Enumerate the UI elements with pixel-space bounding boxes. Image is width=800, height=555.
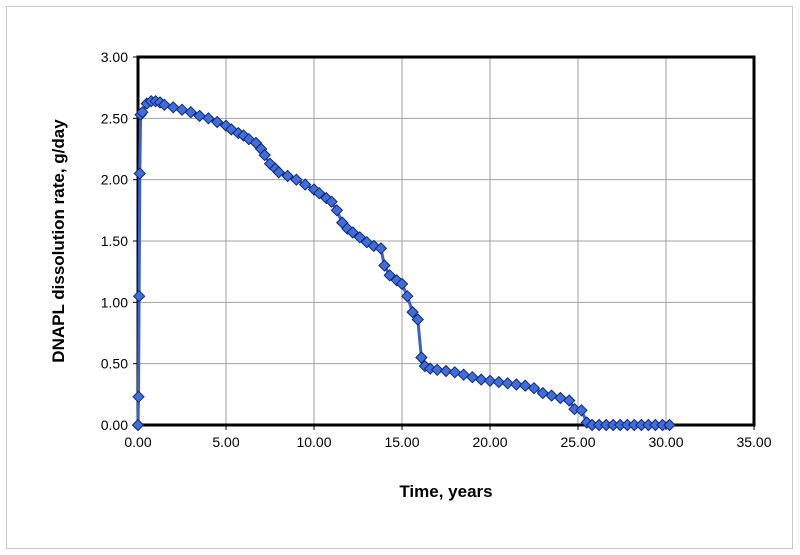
x-tick-label: 20.00 xyxy=(472,434,507,450)
data-point-marker xyxy=(501,377,514,390)
data-point-marker xyxy=(448,366,462,379)
data-point-marker xyxy=(466,370,479,384)
data-point-marker xyxy=(492,375,506,389)
y-tick-label: 1.50 xyxy=(101,233,128,249)
x-tick-label: 30.00 xyxy=(648,434,683,450)
y-tick-label: 1.00 xyxy=(101,294,128,310)
data-point-marker xyxy=(415,351,428,364)
data-point-marker xyxy=(175,103,189,116)
x-tick-label: 15.00 xyxy=(384,434,419,450)
data-point-marker xyxy=(258,148,271,162)
data-point-marker xyxy=(353,231,367,244)
x-tick-label: 25.00 xyxy=(560,434,595,450)
data-point-marker xyxy=(457,368,470,381)
data-point-marker xyxy=(663,418,676,432)
tick-layer: 0.00 5.00 10.00 15.00 20.00 25.00 30.00 35.00 0.… xyxy=(101,49,772,450)
y-tick-label: 2.50 xyxy=(101,110,128,126)
data-point-marker xyxy=(474,373,488,386)
series-layer xyxy=(131,94,676,432)
series-line xyxy=(136,99,670,427)
data-point-marker xyxy=(158,98,171,112)
data-point-marker xyxy=(298,178,312,191)
data-point-marker xyxy=(378,259,391,272)
x-tick-label: 0.00 xyxy=(124,434,151,450)
data-point-marker xyxy=(313,186,326,200)
data-point-marker xyxy=(395,277,409,291)
y-axis-title: DNAPL dissolution rate, g/day xyxy=(49,119,68,363)
data-point-marker xyxy=(202,112,215,125)
data-point-marker xyxy=(346,226,359,239)
x-tick-label: 35.00 xyxy=(736,434,771,450)
data-point-marker xyxy=(383,269,396,282)
data-point-marker xyxy=(483,374,497,388)
x-axis-title: Time, years xyxy=(399,482,492,501)
x-tick-label: 5.00 xyxy=(212,434,239,450)
data-point-marker xyxy=(545,389,558,402)
data-point-marker xyxy=(132,289,146,303)
data-point-marker xyxy=(406,305,419,319)
data-point-marker xyxy=(210,115,224,129)
data-point-marker xyxy=(136,105,149,119)
data-point-marker xyxy=(281,169,294,183)
data-point-marker xyxy=(272,166,286,179)
data-point-marker xyxy=(374,242,388,255)
data-point-marker xyxy=(166,101,180,114)
data-point-marker xyxy=(330,204,344,217)
data-point-marker xyxy=(536,386,550,400)
data-point-marker xyxy=(132,390,145,404)
data-point-marker xyxy=(510,378,523,391)
data-point-marker xyxy=(575,404,588,417)
data-point-marker xyxy=(131,418,145,432)
data-point-marker xyxy=(527,381,541,395)
data-point-marker xyxy=(518,379,532,392)
data-point-marker xyxy=(133,167,147,180)
data-point-marker xyxy=(554,391,567,405)
y-tick-label: 2.00 xyxy=(101,172,128,188)
data-point-marker xyxy=(193,109,206,123)
y-tick-label: 3.00 xyxy=(101,49,128,65)
data-point-marker xyxy=(290,173,303,186)
data-point-marker xyxy=(411,313,425,326)
y-tick-label: 0.50 xyxy=(101,356,128,372)
data-point-marker xyxy=(562,394,576,407)
data-point-marker xyxy=(184,105,198,119)
data-point-marker xyxy=(439,364,453,378)
x-tick-label: 10.00 xyxy=(296,434,331,450)
data-point-marker xyxy=(430,363,444,377)
grid-layer xyxy=(138,57,754,425)
data-point-marker xyxy=(325,195,338,208)
y-tick-label: 0.00 xyxy=(101,417,128,433)
data-point-marker xyxy=(401,289,414,303)
